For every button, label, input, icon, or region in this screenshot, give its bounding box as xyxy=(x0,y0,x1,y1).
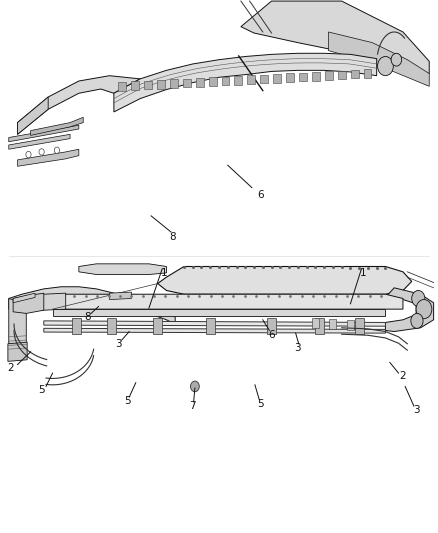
Polygon shape xyxy=(312,318,319,328)
Text: 3: 3 xyxy=(294,343,301,352)
Text: 6: 6 xyxy=(257,190,264,199)
Polygon shape xyxy=(44,328,385,333)
Bar xyxy=(118,82,126,91)
Polygon shape xyxy=(8,342,27,361)
Polygon shape xyxy=(158,266,412,294)
Circle shape xyxy=(191,381,199,392)
Text: 8: 8 xyxy=(84,312,91,322)
Polygon shape xyxy=(385,288,434,332)
Polygon shape xyxy=(18,149,79,166)
Polygon shape xyxy=(18,97,48,134)
Bar xyxy=(273,74,281,83)
Circle shape xyxy=(416,300,432,319)
Bar xyxy=(286,74,294,82)
Bar xyxy=(157,80,165,88)
Text: 7: 7 xyxy=(189,401,196,411)
Bar xyxy=(131,82,139,90)
Bar xyxy=(247,75,255,84)
Polygon shape xyxy=(9,298,26,348)
Bar xyxy=(299,72,307,81)
Polygon shape xyxy=(114,53,377,112)
Polygon shape xyxy=(79,264,166,274)
Polygon shape xyxy=(13,293,44,313)
Text: 1: 1 xyxy=(161,268,168,278)
Bar xyxy=(144,80,152,89)
Bar xyxy=(325,71,333,80)
Polygon shape xyxy=(329,319,336,329)
Bar xyxy=(183,79,191,87)
Text: 5: 5 xyxy=(124,396,131,406)
Text: 2: 2 xyxy=(7,363,14,373)
Bar xyxy=(364,69,371,78)
Bar xyxy=(260,75,268,83)
Polygon shape xyxy=(347,320,354,330)
Text: 3: 3 xyxy=(115,339,122,349)
Polygon shape xyxy=(9,344,26,358)
Polygon shape xyxy=(9,287,175,324)
Text: 3: 3 xyxy=(413,406,420,415)
Circle shape xyxy=(411,313,423,328)
Polygon shape xyxy=(241,1,429,74)
Bar xyxy=(351,70,359,78)
Text: 2: 2 xyxy=(399,371,406,381)
Polygon shape xyxy=(315,318,324,334)
Circle shape xyxy=(39,149,44,155)
Polygon shape xyxy=(9,134,70,149)
Circle shape xyxy=(54,147,60,154)
Polygon shape xyxy=(48,294,403,309)
Text: 8: 8 xyxy=(170,232,177,242)
Polygon shape xyxy=(107,318,116,334)
Polygon shape xyxy=(328,32,429,86)
Polygon shape xyxy=(44,321,385,326)
Circle shape xyxy=(391,53,402,66)
Polygon shape xyxy=(18,76,140,134)
Circle shape xyxy=(378,56,393,76)
Bar xyxy=(234,76,242,85)
Circle shape xyxy=(26,151,31,158)
Text: 1: 1 xyxy=(360,268,367,278)
Polygon shape xyxy=(110,292,131,300)
Polygon shape xyxy=(153,318,162,334)
Polygon shape xyxy=(31,293,66,310)
Bar xyxy=(208,77,216,86)
Bar xyxy=(196,78,204,86)
Bar xyxy=(170,79,178,88)
Bar xyxy=(312,72,320,80)
Text: 5: 5 xyxy=(38,385,45,395)
Circle shape xyxy=(412,290,425,306)
Polygon shape xyxy=(267,318,276,334)
Polygon shape xyxy=(9,125,79,142)
Polygon shape xyxy=(72,318,81,334)
Text: 6: 6 xyxy=(268,330,275,340)
Bar xyxy=(338,71,346,79)
Polygon shape xyxy=(13,293,35,303)
Polygon shape xyxy=(355,318,364,334)
Polygon shape xyxy=(31,117,83,135)
Polygon shape xyxy=(206,318,215,334)
Text: 5: 5 xyxy=(257,399,264,409)
Polygon shape xyxy=(53,309,385,316)
Bar xyxy=(222,77,230,85)
